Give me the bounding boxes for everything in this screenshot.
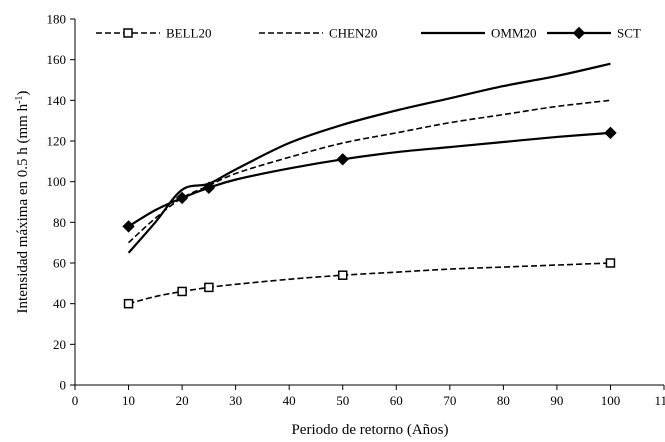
y-tick-label: 160 <box>47 52 67 67</box>
x-tick-label: 50 <box>336 393 349 408</box>
legend: BELL20 CHEN20 OMM20 SCT <box>96 26 641 41</box>
y-axis-title: Intensidad máxima en 0.5 h (mm h-1) <box>14 91 31 314</box>
series-chen20 <box>128 99 611 244</box>
y-tick-label: 20 <box>53 337 66 352</box>
y-tick-label: 0 <box>60 378 67 393</box>
legend-label-bell20: BELL20 <box>166 26 212 41</box>
y-tick-label: 140 <box>47 93 67 108</box>
x-axis-title: Periodo de retorno (Años) <box>291 422 448 438</box>
y-tick-label: 40 <box>53 296 66 311</box>
x-tick-label: 20 <box>176 393 189 408</box>
data-point-sct <box>202 181 216 194</box>
data-point-bell20 <box>204 282 214 293</box>
legend-item-sct: SCT <box>547 26 641 41</box>
data-point-bell20 <box>123 298 134 309</box>
legend-item-omm20: OMM20 <box>421 26 537 41</box>
ticks: 0 10 20 30 40 50 60 70 80 90 100 110 0 20 40 60 80 100 120… <box>47 12 665 409</box>
series-bell20 <box>123 258 616 309</box>
x-tick-label: 10 <box>122 393 135 408</box>
y-tick-label: 180 <box>47 12 67 27</box>
x-tick-label: 40 <box>283 393 296 408</box>
y-tick-label: 100 <box>47 174 67 189</box>
axes <box>74 19 664 386</box>
x-tick-label: 90 <box>550 393 563 408</box>
series-sct <box>122 126 617 233</box>
y-tick-label: 120 <box>47 134 67 149</box>
series-line-chen20 <box>128 99 611 244</box>
y-tick-label: 80 <box>53 215 66 230</box>
x-tick-label: 100 <box>601 393 621 408</box>
x-tick-label: 110 <box>654 393 665 408</box>
data-point-bell20 <box>605 258 616 268</box>
data-point-bell20 <box>337 270 348 280</box>
data-point-sct <box>122 220 135 233</box>
legend-item-bell20: BELL20 <box>96 26 212 41</box>
y-tick-label: 60 <box>53 256 66 271</box>
series-line-bell20 <box>128 262 611 305</box>
x-tick-label: 30 <box>229 393 242 408</box>
data-point-sct <box>175 191 189 205</box>
x-tick-label: 70 <box>443 393 456 408</box>
x-tick-label: 60 <box>390 393 403 408</box>
series-line-omm20 <box>127 62 611 254</box>
x-tick-label: 0 <box>72 393 79 408</box>
legend-marker-sct <box>572 26 586 40</box>
series-line-sct <box>127 131 611 228</box>
x-tick-label: 80 <box>497 393 510 408</box>
legend-label-omm20: OMM20 <box>491 26 537 41</box>
data-point-sct <box>336 153 349 166</box>
series-omm20 <box>127 62 611 254</box>
legend-marker-bell20 <box>123 28 133 38</box>
legend-label-chen20: CHEN20 <box>329 26 377 41</box>
data-point-sct <box>604 126 617 140</box>
data-point-bell20 <box>177 286 187 297</box>
legend-item-chen20: CHEN20 <box>259 26 377 41</box>
legend-label-sct: SCT <box>617 26 641 41</box>
series-group <box>122 62 617 309</box>
